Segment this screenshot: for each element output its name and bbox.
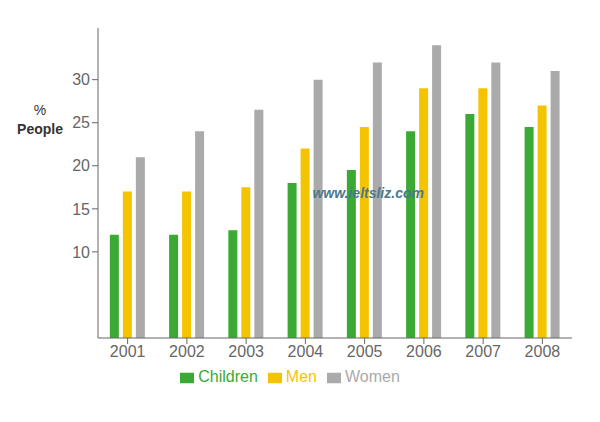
svg-text:2007: 2007 [465,343,501,360]
svg-text:20: 20 [72,157,90,174]
svg-text:2004: 2004 [288,343,324,360]
svg-text:2003: 2003 [228,343,264,360]
svg-text:2001: 2001 [110,343,146,360]
svg-text:2006: 2006 [406,343,442,360]
svg-text:30: 30 [72,71,90,88]
svg-text:2005: 2005 [347,343,383,360]
svg-text:25: 25 [72,114,90,131]
html-text:Women: Women [344,368,400,385]
html-text:www.ieltsliz.com: www.ieltsliz.com [312,185,424,202]
html-text:Children: Children [198,368,258,385]
html-text:Men: Men [285,368,317,385]
svg-text:15: 15 [72,201,90,218]
svg-text:%People: %People [17,102,63,138]
svg-text:2002: 2002 [169,343,205,360]
svg-text:2008: 2008 [525,343,561,360]
svg-text:10: 10 [72,244,90,261]
